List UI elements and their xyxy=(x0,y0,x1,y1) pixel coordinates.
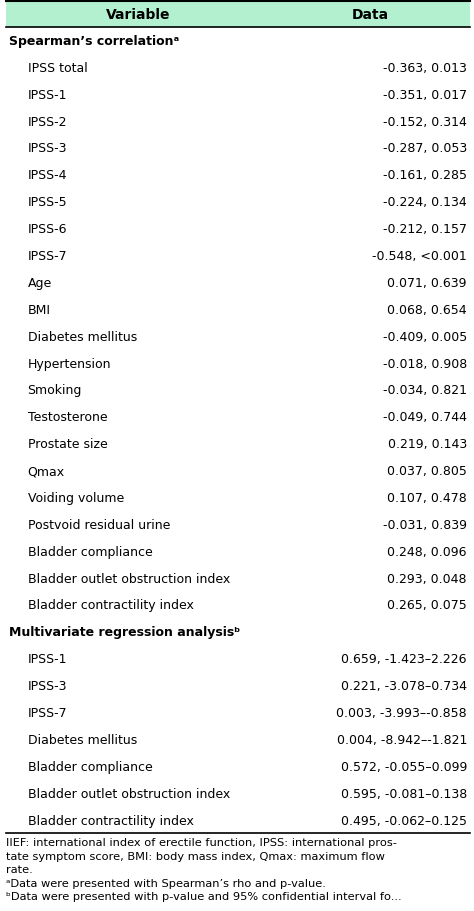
Text: -0.548, <0.001: -0.548, <0.001 xyxy=(372,250,467,262)
Text: Bladder compliance: Bladder compliance xyxy=(27,545,152,558)
Text: BMI: BMI xyxy=(27,303,51,316)
Text: Qmax: Qmax xyxy=(27,465,64,477)
Text: tate symptom score, BMI: body mass index, Qmax: maximum flow: tate symptom score, BMI: body mass index… xyxy=(6,851,385,861)
Text: -0.212, 0.157: -0.212, 0.157 xyxy=(383,223,467,236)
Text: IIEF: international index of erectile function, IPSS: international pros-: IIEF: international index of erectile fu… xyxy=(6,837,397,847)
Text: 0.003, -3.993–-0.858: 0.003, -3.993–-0.858 xyxy=(337,706,467,720)
Text: -0.409, 0.005: -0.409, 0.005 xyxy=(383,331,467,343)
Text: IPSS-7: IPSS-7 xyxy=(27,706,67,720)
Text: rate.: rate. xyxy=(6,865,33,875)
Text: Smoking: Smoking xyxy=(27,384,82,397)
Text: IPSS-1: IPSS-1 xyxy=(27,88,67,102)
Text: -0.363, 0.013: -0.363, 0.013 xyxy=(383,62,467,75)
Text: 0.659, -1.423–2.226: 0.659, -1.423–2.226 xyxy=(341,652,467,666)
Text: Diabetes mellitus: Diabetes mellitus xyxy=(27,331,137,343)
Text: 0.037, 0.805: 0.037, 0.805 xyxy=(387,465,467,477)
Text: -0.161, 0.285: -0.161, 0.285 xyxy=(383,169,467,182)
Text: Hypertension: Hypertension xyxy=(27,357,111,370)
Text: -0.018, 0.908: -0.018, 0.908 xyxy=(383,357,467,370)
Text: 0.004, -8.942–-1.821: 0.004, -8.942–-1.821 xyxy=(337,733,467,746)
Text: Voiding volume: Voiding volume xyxy=(27,491,124,505)
Text: Testosterone: Testosterone xyxy=(27,411,107,424)
Text: 0.071, 0.639: 0.071, 0.639 xyxy=(388,277,467,290)
Text: ᵃData were presented with Spearman’s rho and p-value.: ᵃData were presented with Spearman’s rho… xyxy=(6,878,326,888)
Text: 0.595, -0.081–0.138: 0.595, -0.081–0.138 xyxy=(341,787,467,800)
Text: Data: Data xyxy=(352,8,389,22)
Text: -0.287, 0.053: -0.287, 0.053 xyxy=(383,142,467,155)
Text: Bladder outlet obstruction index: Bladder outlet obstruction index xyxy=(27,572,230,585)
Text: -0.224, 0.134: -0.224, 0.134 xyxy=(383,196,467,209)
Text: Diabetes mellitus: Diabetes mellitus xyxy=(27,733,137,746)
Text: Age: Age xyxy=(27,277,52,290)
Text: Variable: Variable xyxy=(106,8,171,22)
Text: 0.495, -0.062–0.125: 0.495, -0.062–0.125 xyxy=(341,814,467,826)
Text: Prostate size: Prostate size xyxy=(27,437,107,451)
Text: IPSS-1: IPSS-1 xyxy=(27,652,67,666)
Text: Multivariate regression analysisᵇ: Multivariate regression analysisᵇ xyxy=(9,626,240,639)
Text: IPSS-3: IPSS-3 xyxy=(27,142,67,155)
Text: IPSS-4: IPSS-4 xyxy=(27,169,67,182)
Text: Spearman’s correlationᵃ: Spearman’s correlationᵃ xyxy=(9,35,179,48)
Text: Bladder contractility index: Bladder contractility index xyxy=(27,599,193,612)
FancyBboxPatch shape xyxy=(6,2,470,28)
Text: 0.068, 0.654: 0.068, 0.654 xyxy=(387,303,467,316)
Text: -0.351, 0.017: -0.351, 0.017 xyxy=(383,88,467,102)
Text: 0.221, -3.078–0.734: 0.221, -3.078–0.734 xyxy=(341,680,467,692)
Text: IPSS-3: IPSS-3 xyxy=(27,680,67,692)
Text: 0.248, 0.096: 0.248, 0.096 xyxy=(388,545,467,558)
Text: 0.107, 0.478: 0.107, 0.478 xyxy=(387,491,467,505)
Text: Bladder compliance: Bladder compliance xyxy=(27,760,152,773)
Text: IPSS-5: IPSS-5 xyxy=(27,196,67,209)
Text: 0.572, -0.055–0.099: 0.572, -0.055–0.099 xyxy=(341,760,467,773)
Text: IPSS total: IPSS total xyxy=(27,62,87,75)
Text: ᵇData were presented with p-value and 95% confidential interval fo...: ᵇData were presented with p-value and 95… xyxy=(6,892,401,902)
Text: Postvoid residual urine: Postvoid residual urine xyxy=(27,518,170,531)
Text: 0.293, 0.048: 0.293, 0.048 xyxy=(388,572,467,585)
Text: IPSS-2: IPSS-2 xyxy=(27,116,67,128)
Text: Bladder contractility index: Bladder contractility index xyxy=(27,814,193,826)
Text: IPSS-6: IPSS-6 xyxy=(27,223,67,236)
Text: 0.219, 0.143: 0.219, 0.143 xyxy=(388,437,467,451)
Text: -0.034, 0.821: -0.034, 0.821 xyxy=(383,384,467,397)
Text: -0.031, 0.839: -0.031, 0.839 xyxy=(383,518,467,531)
Text: IPSS-7: IPSS-7 xyxy=(27,250,67,262)
Text: -0.152, 0.314: -0.152, 0.314 xyxy=(383,116,467,128)
Text: Bladder outlet obstruction index: Bladder outlet obstruction index xyxy=(27,787,230,800)
Text: 0.265, 0.075: 0.265, 0.075 xyxy=(387,599,467,612)
Text: -0.049, 0.744: -0.049, 0.744 xyxy=(383,411,467,424)
